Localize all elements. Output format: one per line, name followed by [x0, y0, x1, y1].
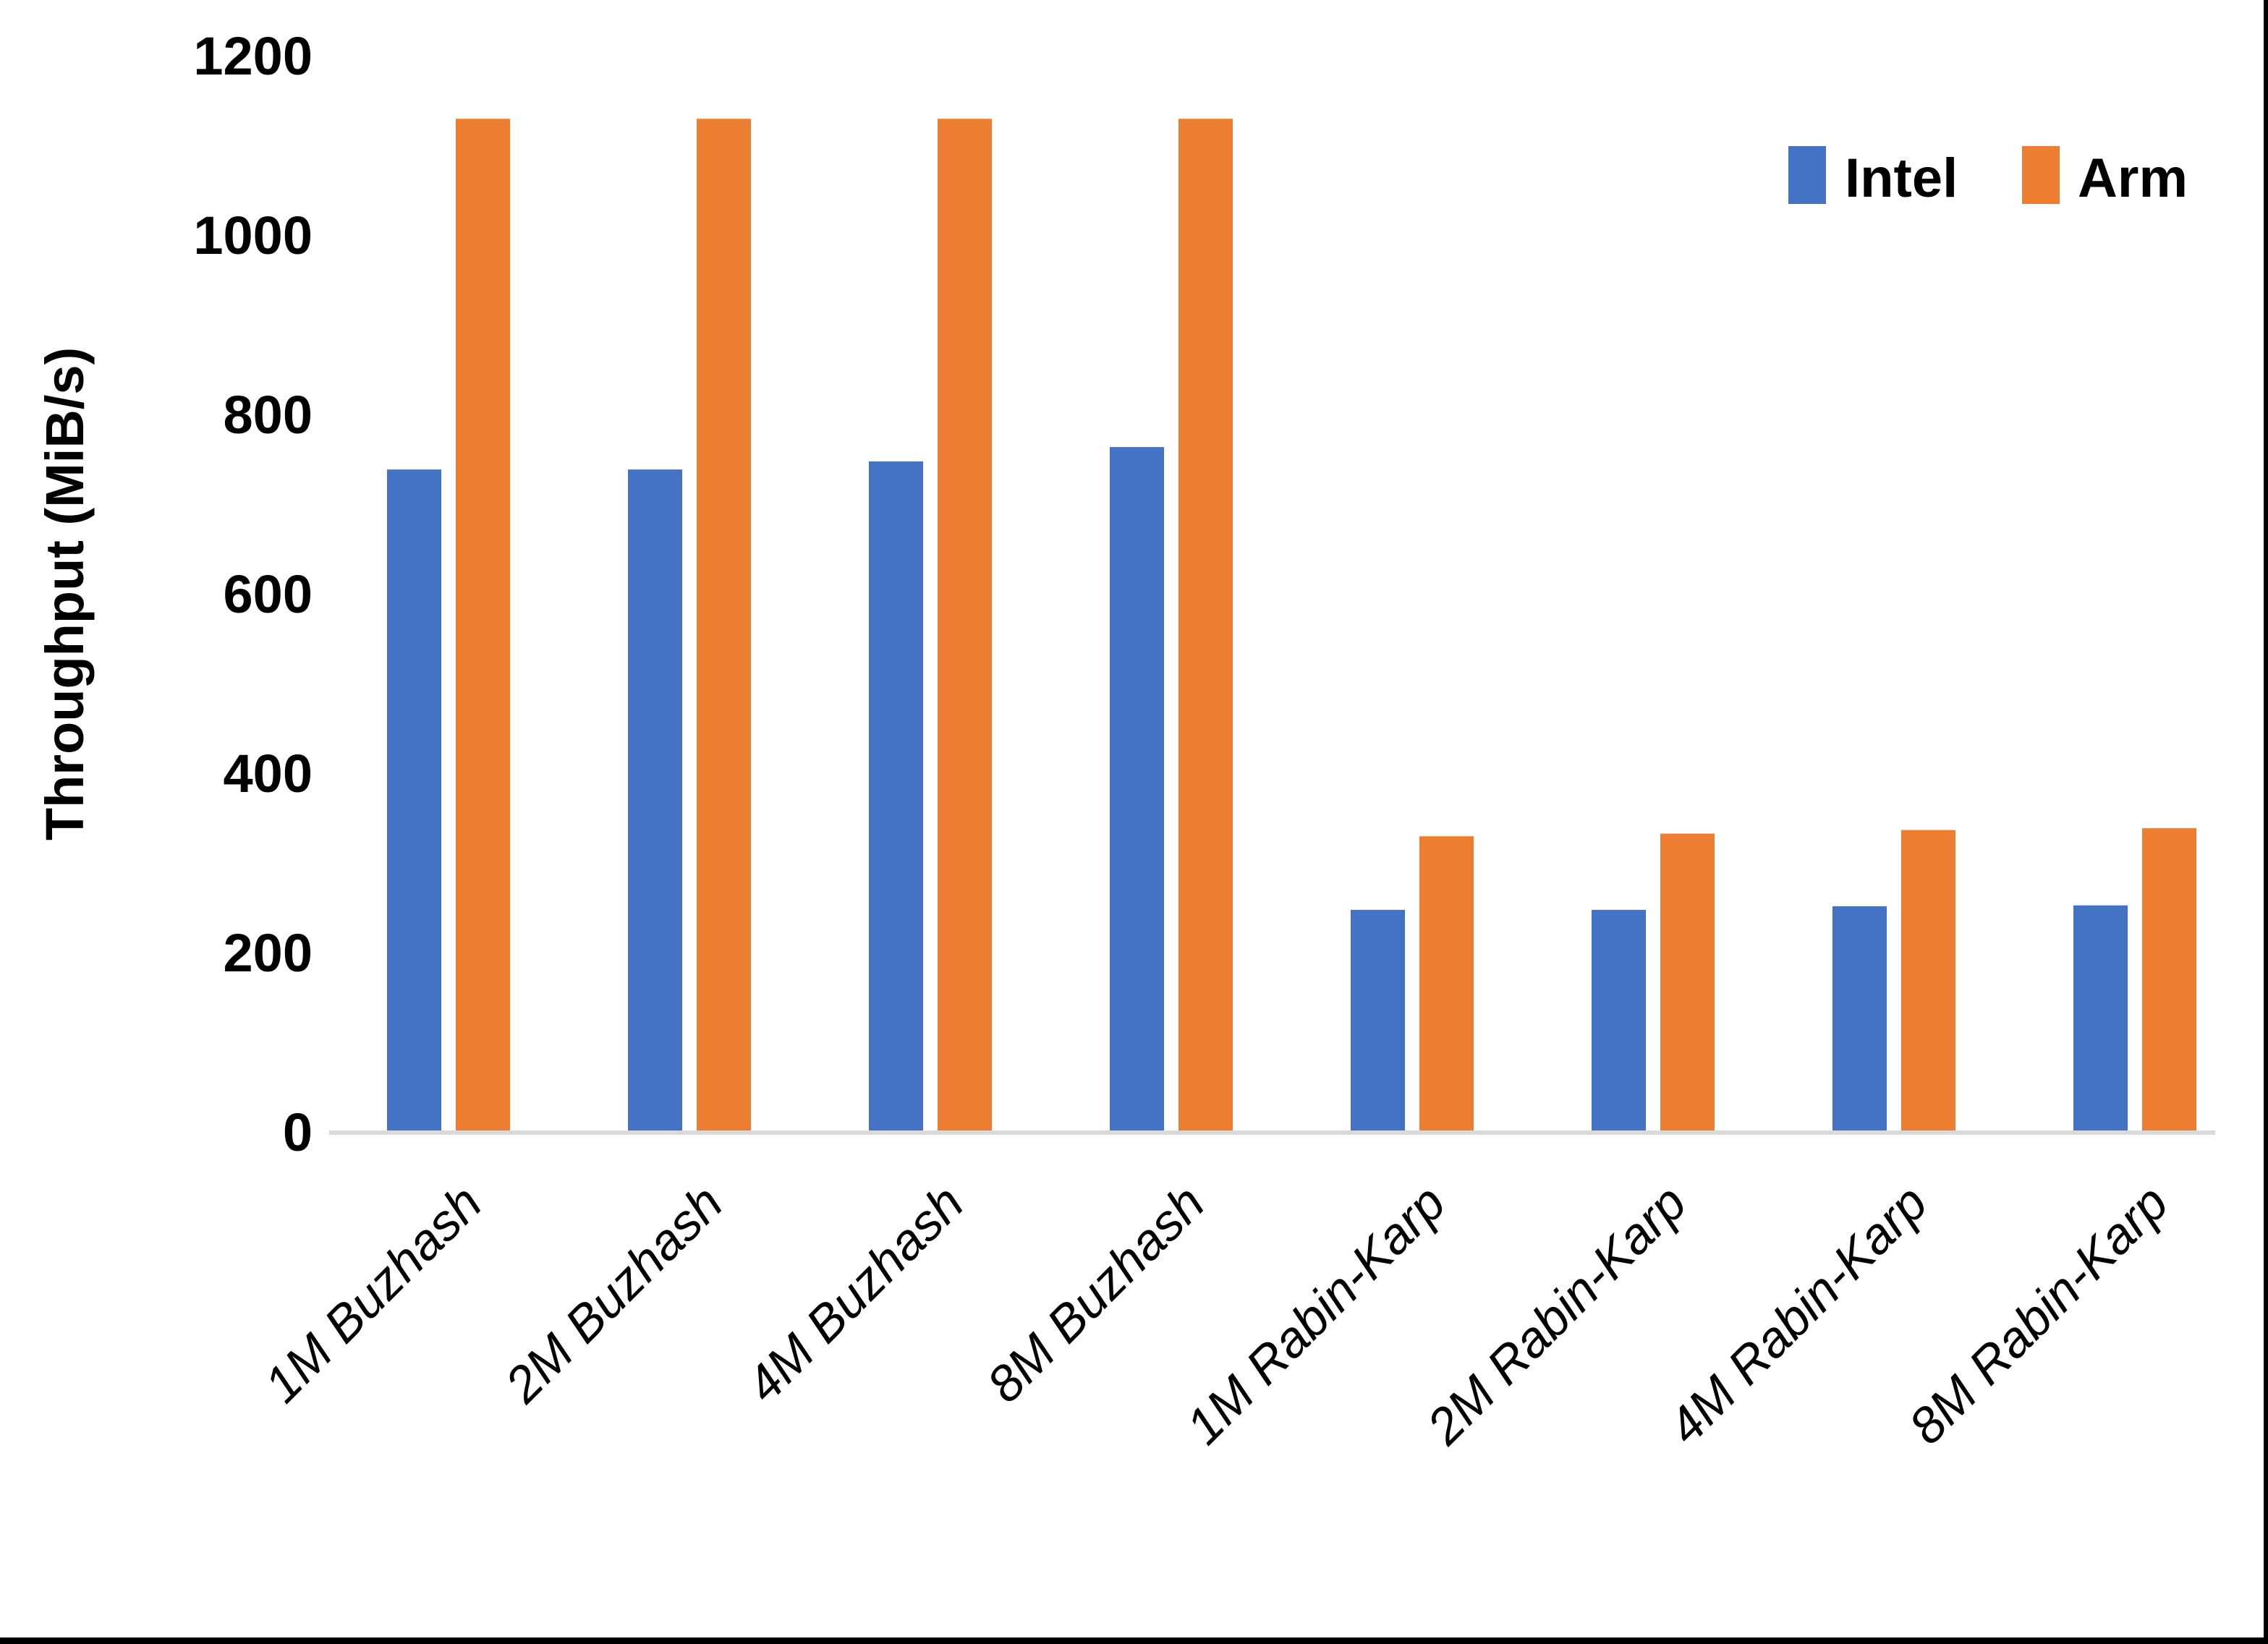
y-tick-label-400: 400: [224, 744, 313, 804]
page-right-border: [2264, 0, 2268, 1644]
bar-arm-8m-buzhash: [1178, 119, 1233, 1130]
x-axis-line: [329, 1130, 2215, 1135]
y-axis-tick-labels: 0 200 400 600 800 1000 1200: [193, 26, 313, 1162]
legend-label-arm: Arm: [2078, 148, 2188, 209]
bar-arm-4m-rabin-karp: [1901, 830, 1955, 1130]
bar-intel-8m-buzhash: [1110, 447, 1164, 1130]
legend-swatch-intel: [1788, 146, 1826, 204]
bar-series-group: [387, 119, 2196, 1130]
bar-intel-8m-rabin-karp: [2073, 905, 2128, 1130]
bar-arm-2m-buzhash: [697, 119, 751, 1130]
bar-intel-2m-buzhash: [628, 469, 682, 1130]
chart-legend: Intel Arm: [1788, 146, 2188, 209]
y-tick-label-600: 600: [224, 564, 313, 624]
bar-arm-1m-buzhash: [456, 119, 510, 1130]
bar-arm-1m-rabin-karp: [1419, 836, 1474, 1130]
bar-intel-1m-buzhash: [387, 469, 441, 1130]
legend-swatch-arm: [2022, 146, 2060, 204]
page-bottom-border: [0, 1637, 2268, 1644]
bar-arm-8m-rabin-karp: [2142, 828, 2196, 1130]
y-tick-label-0: 0: [283, 1102, 313, 1162]
bar-intel-4m-rabin-karp: [1832, 906, 1887, 1130]
bar-arm-2m-rabin-karp: [1660, 833, 1715, 1130]
y-tick-label-800: 800: [224, 385, 313, 445]
legend-label-intel: Intel: [1845, 148, 1958, 209]
y-axis-title: Throughput (MiB/s): [35, 347, 95, 840]
bar-intel-1m-rabin-karp: [1351, 909, 1405, 1130]
bar-arm-4m-buzhash: [938, 119, 992, 1130]
y-tick-label-1000: 1000: [193, 205, 313, 265]
bar-intel-2m-rabin-karp: [1592, 909, 1646, 1130]
y-tick-label-1200: 1200: [193, 26, 313, 86]
y-tick-label-200: 200: [224, 923, 313, 983]
bar-intel-4m-buzhash: [869, 461, 923, 1130]
